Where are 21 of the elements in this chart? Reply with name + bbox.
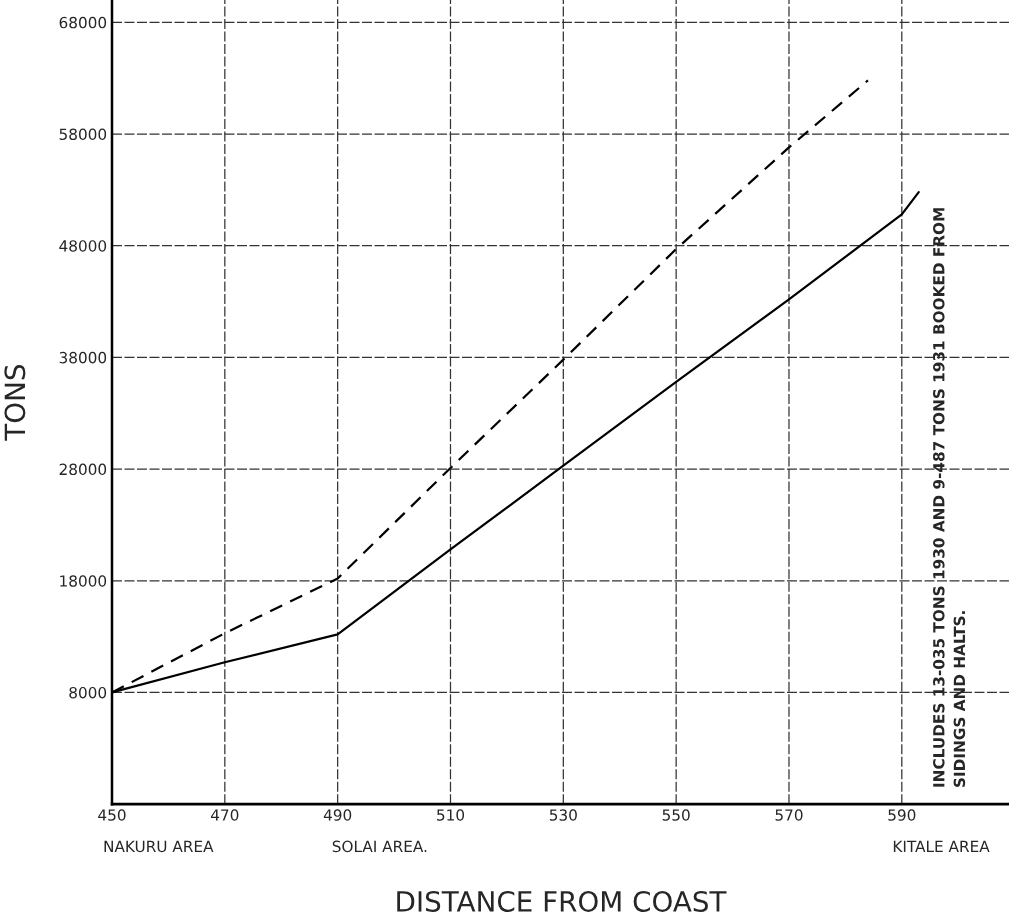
y-tick-label: 68000 bbox=[59, 16, 107, 29]
x-tick-label: 470 bbox=[211, 809, 239, 821]
y-tick-label: 8000 bbox=[69, 686, 107, 699]
text: KITALE AREA bbox=[893, 840, 990, 852]
x-tick-label: 590 bbox=[888, 809, 916, 821]
x-tick-label: 510 bbox=[437, 809, 465, 821]
x-axis-title: DISTANCE FROM COAST bbox=[397, 890, 727, 912]
y-axis-title: TONS bbox=[4, 364, 26, 441]
y-tick-label: 48000 bbox=[59, 240, 107, 252]
y-tick-label: 58000 bbox=[59, 128, 107, 141]
x-tick-label: 570 bbox=[775, 809, 803, 821]
y-tick-label: 28000 bbox=[59, 463, 107, 476]
y-tick-label: 18000 bbox=[60, 575, 107, 587]
text: NAKURU AREA bbox=[104, 840, 214, 853]
text: SOLAI AREA. bbox=[332, 840, 427, 853]
y-tick-label: 38000 bbox=[59, 351, 107, 364]
x-tick-label: 530 bbox=[549, 809, 577, 821]
x-tick-label: 450 bbox=[98, 809, 126, 821]
x-tick-label: 490 bbox=[323, 809, 352, 821]
annotation: INCLUDES 13-035 TONS 1930 AND 9-487 TONS 1931 BOOKED FROM SIDINGS AND HALTS. bbox=[933, 208, 966, 787]
x-tick-label: 550 bbox=[662, 809, 690, 821]
